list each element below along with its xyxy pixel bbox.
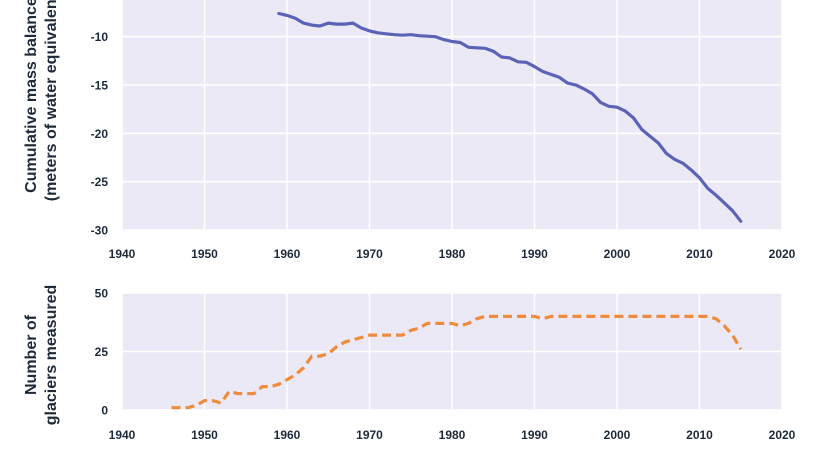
mass-balance-panel: -10 -15 -20 -25 -30 1940 1950 1960 1970 1980 1990… (23, 0, 796, 261)
mass-balance-line (277, 11, 743, 223)
mass-balance-x-tick-label: 1940 (109, 247, 136, 261)
glaciers-count-x-tick-label: 1950 (191, 428, 218, 442)
mass-balance-x-ticks: 1940 1950 1960 1970 1980 1990 2000 2010 2020 (109, 247, 796, 261)
glaciers-count-grid (121, 292, 783, 411)
mass-balance-x-tick-label: 1950 (191, 247, 218, 261)
mass-balance-x-tick-label: 1970 (356, 247, 383, 261)
mass-balance-x-tick-label: 1960 (274, 247, 301, 261)
mass-balance-grid (121, 0, 783, 231)
glaciers-count-x-tick-label: 1960 (274, 428, 301, 442)
glaciers-count-x-tick-label: 2020 (769, 428, 796, 442)
glaciers-count-x-tick-label: 1990 (521, 428, 548, 442)
mass-balance-x-tick-label: 1990 (521, 247, 548, 261)
glaciers-count-y-tick-label: 50 (95, 287, 109, 301)
glaciers-count-y-label-line-2: glaciers measured (43, 285, 60, 426)
glaciers-count-panel: 0 25 50 1940 1950 1960 1970 1980 1990 2000 2010 20… (23, 285, 796, 442)
glaciers-count-y-tick-label: 25 (95, 345, 109, 359)
glaciers-count-x-tick-label: 2000 (604, 428, 631, 442)
mass-balance-x-tick-label: 2020 (769, 247, 796, 261)
glaciers-count-y-ticks: 0 25 50 (95, 287, 109, 418)
glaciers-count-x-tick-label: 1980 (439, 428, 466, 442)
mass-balance-y-tick-label: -20 (91, 127, 109, 141)
glaciers-count-x-ticks: 1940 1950 1960 1970 1980 1990 2000 2010 2020 (109, 428, 796, 442)
mass-balance-x-tick-label: 2000 (604, 247, 631, 261)
mass-balance-y-label-line-2: (meters of water equivalent) (43, 0, 60, 201)
glaciers-count-x-tick-label: 2010 (686, 428, 713, 442)
mass-balance-y-tick-label: -15 (91, 79, 109, 93)
mass-balance-x-tick-label: 1980 (439, 247, 466, 261)
glaciers-count-y-tick-label: 0 (101, 404, 108, 418)
mass-balance-y-ticks: -10 -15 -20 -25 -30 (91, 30, 109, 237)
glaciers-count-x-tick-label: 1970 (356, 428, 383, 442)
mass-balance-y-tick-label: -25 (91, 175, 109, 189)
mass-balance-y-tick-label: -30 (91, 224, 109, 238)
glaciers-count-x-tick-label: 1940 (109, 428, 136, 442)
mass-balance-x-tick-label: 2010 (686, 247, 713, 261)
mass-balance-y-tick-label: -10 (91, 30, 109, 44)
glaciers-count-line (171, 314, 743, 410)
mass-balance-y-label-line-1: Cumulative mass balance (23, 0, 40, 193)
glaciers-count-y-label-line-1: Number of (23, 314, 40, 395)
